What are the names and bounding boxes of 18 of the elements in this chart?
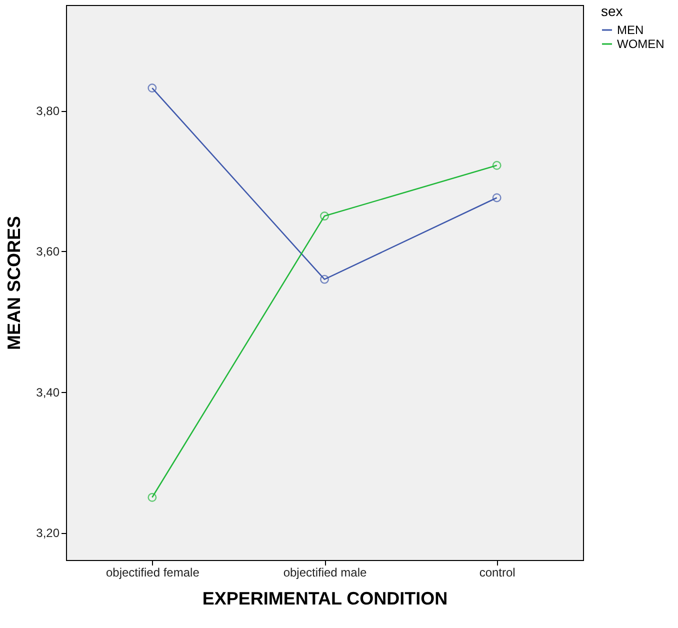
point [320, 212, 329, 220]
x-tick-label: objectified female [106, 566, 200, 580]
legend-label: MEN [617, 23, 644, 37]
x-tick-label: control [479, 566, 516, 580]
x-axis-title: EXPERIMENTAL CONDITION [202, 588, 448, 608]
point [148, 84, 157, 92]
y-tick-label: 3,40 [36, 385, 60, 400]
x-tick-label: objectified male [283, 566, 368, 580]
y-tick-label: 3,80 [36, 104, 60, 118]
y-tick-label: 3,60 [36, 244, 60, 259]
y-axis-title: MEAN SCORES [4, 216, 24, 350]
point [492, 193, 502, 202]
legend-label: WOMEN [617, 37, 664, 51]
legend-title: sex [601, 3, 623, 19]
point [492, 160, 502, 170]
y-tick-label: 3,20 [36, 526, 60, 540]
point [148, 492, 157, 502]
point [320, 274, 329, 284]
